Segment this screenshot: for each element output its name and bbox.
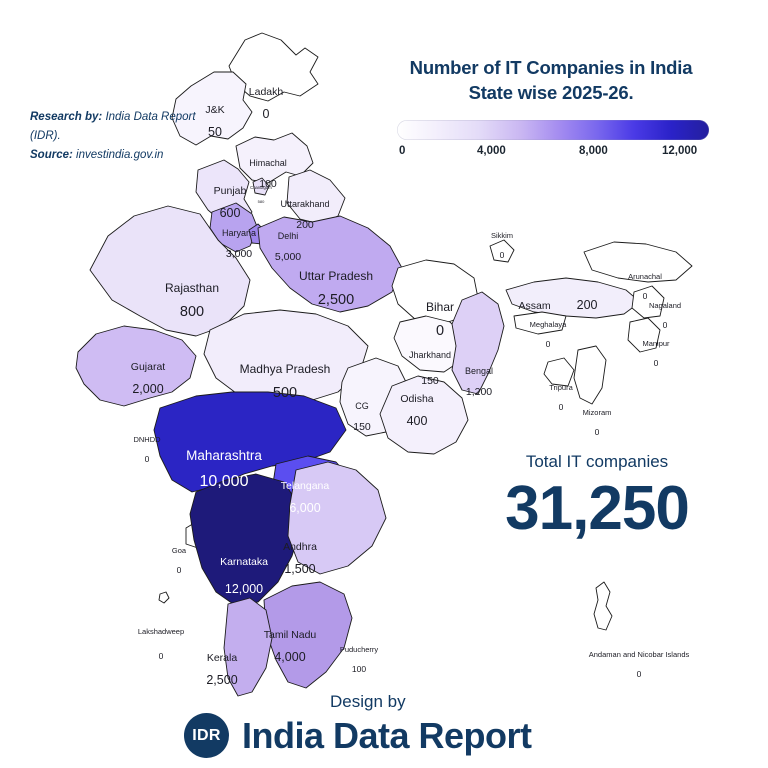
legend-tick-3: 12,000 bbox=[662, 145, 698, 157]
map-region-j-k[interactable] bbox=[171, 71, 253, 146]
map-region-lakshadweep[interactable] bbox=[158, 591, 170, 604]
chart-title: Number of IT Companies in India State wi… bbox=[386, 56, 716, 106]
legend-tick-0: 0 bbox=[399, 145, 406, 157]
map-region-manipur[interactable] bbox=[627, 317, 661, 353]
map-region-andaman-and-nicobar-islands[interactable] bbox=[593, 581, 613, 631]
design-by-label: Design by bbox=[330, 692, 406, 711]
source-label: Source: bbox=[30, 148, 73, 161]
research-label: Research by: bbox=[30, 111, 103, 123]
map-region-tripura[interactable] bbox=[543, 357, 575, 387]
map-region-kerala[interactable] bbox=[223, 597, 273, 697]
legend-tick-2: 8,000 bbox=[579, 145, 608, 157]
total-label: Total IT companies bbox=[525, 452, 669, 471]
map-region-assam[interactable] bbox=[505, 277, 641, 319]
source-credit: Source: investindia.gov.in bbox=[30, 146, 220, 165]
credits-block: Research by: India Data Report (IDR). So… bbox=[30, 108, 220, 165]
brand-name: India Data Report bbox=[242, 714, 532, 756]
source-value: investindia.gov.in bbox=[76, 148, 164, 161]
map-region-uttarakhand[interactable] bbox=[286, 169, 346, 225]
legend-tick-1: 4,000 bbox=[477, 145, 506, 157]
map-region-odisha[interactable] bbox=[379, 375, 469, 455]
title-line-2: State wise 2025-26. bbox=[468, 81, 634, 103]
map-region-tamil-nadu[interactable] bbox=[263, 581, 353, 689]
map-region-karnataka[interactable] bbox=[189, 473, 301, 607]
brand-footer: IDR India Data Report bbox=[184, 713, 532, 758]
map-region-andhra[interactable] bbox=[287, 461, 387, 575]
idr-logo-icon: IDR bbox=[184, 713, 229, 758]
map-region-himachal[interactable] bbox=[235, 132, 314, 184]
map-region-uttar-pradesh[interactable] bbox=[257, 215, 403, 313]
legend-tick-labels: 0 4,000 8,000 12,000 bbox=[397, 145, 709, 163]
title-line-1: Number of IT Companies in India bbox=[409, 57, 693, 78]
map-region-gujarat[interactable] bbox=[75, 325, 197, 407]
research-value: India Data Report (IDR). bbox=[30, 111, 196, 142]
map-region-arunachal[interactable] bbox=[583, 241, 693, 283]
map-region-bengal[interactable] bbox=[451, 291, 505, 395]
total-value: 31,250 bbox=[505, 474, 690, 543]
map-region-mizoram[interactable] bbox=[573, 345, 607, 405]
map-region-meghalaya[interactable] bbox=[513, 311, 567, 335]
color-legend: 0 4,000 8,000 12,000 bbox=[397, 120, 709, 163]
research-credit: Research by: India Data Report (IDR). bbox=[30, 108, 220, 146]
total-summary: Total IT companies 31,250 bbox=[452, 452, 742, 540]
map-region-sikkim[interactable] bbox=[489, 239, 515, 263]
map-region-nagaland[interactable] bbox=[631, 285, 665, 319]
map-region-rajasthan[interactable] bbox=[89, 205, 251, 337]
legend-gradient-bar bbox=[397, 120, 709, 140]
map-region-chandigarh[interactable] bbox=[252, 177, 270, 196]
